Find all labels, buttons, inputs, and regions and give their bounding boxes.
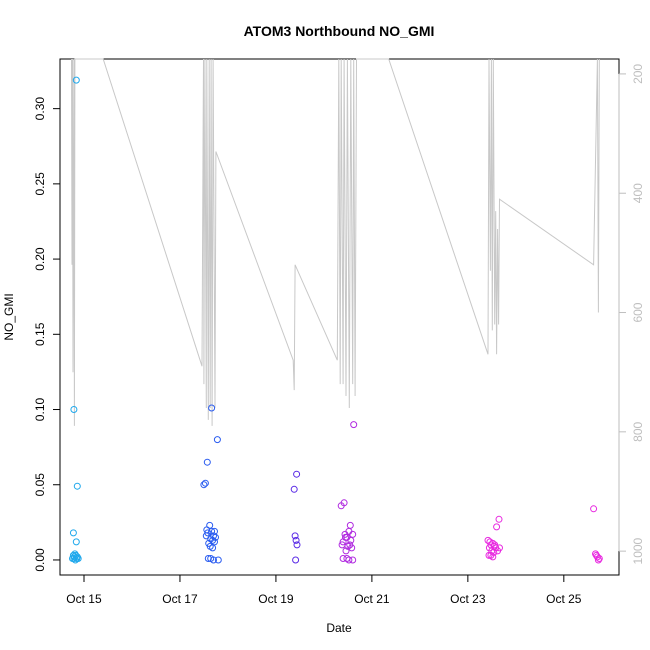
x-tick-label: Oct 21 [354, 592, 390, 606]
data-point [493, 523, 501, 531]
data-point [491, 541, 499, 549]
data-point [345, 556, 353, 564]
chart-title: ATOM3 Northbound NO_GMI [244, 23, 435, 39]
data-point [349, 556, 357, 564]
data-point [203, 458, 211, 466]
data-point [74, 555, 82, 562]
x-axis-label: Date [326, 621, 352, 635]
data-point [340, 499, 348, 507]
data-point [69, 529, 77, 537]
data-point [213, 436, 221, 444]
x-tick-label: Oct 17 [162, 592, 198, 606]
data-point [209, 536, 217, 544]
y2-tick-label: 600 [631, 302, 645, 322]
data-point [293, 470, 301, 478]
y-tick-label: 0.30 [33, 97, 47, 121]
data-point [485, 551, 493, 559]
y2-tick-label: 1000 [631, 537, 645, 564]
y-tick-label: 0.15 [33, 322, 47, 346]
x-axis: Oct 15 Oct 17 Oct 19 Oct 21 Oct 23 Oct 25 [66, 574, 582, 606]
data-point [209, 544, 217, 552]
data-point [342, 533, 349, 541]
data-point [487, 551, 495, 559]
y-tick-label: 0.05 [33, 473, 47, 497]
data-point [73, 482, 81, 490]
data-point [290, 485, 298, 493]
data-point [291, 532, 299, 540]
data-point [72, 538, 80, 546]
data-point [292, 536, 300, 544]
data-point [346, 521, 354, 529]
data-point [203, 526, 211, 534]
y-tick-label: 0.10 [33, 398, 47, 422]
data-point [292, 556, 300, 564]
data-point [342, 547, 350, 555]
y2-tick-label: 200 [631, 64, 645, 84]
data-point [349, 530, 357, 538]
data-point [489, 553, 497, 561]
data-point [204, 529, 212, 537]
data-point [214, 556, 222, 564]
data-point [70, 406, 78, 413]
altitude-line-layer [71, 58, 600, 426]
data-point [592, 551, 600, 559]
data-point [495, 515, 503, 523]
data-point [211, 538, 218, 546]
y-tick-label: 0.20 [33, 247, 47, 271]
data-point [347, 536, 355, 544]
data-point [344, 542, 352, 550]
y2-tick-label: 400 [631, 183, 645, 203]
data-point [210, 556, 217, 564]
data-point [201, 479, 209, 487]
data-point [348, 544, 356, 552]
x-tick-label: Oct 25 [546, 592, 582, 606]
y-axis-label: NO_GMI [2, 293, 16, 340]
data-point [208, 404, 216, 412]
data-point [72, 76, 80, 84]
data-point [590, 505, 598, 513]
y-tick-label: 0.25 [33, 172, 47, 196]
x-tick-label: Oct 15 [66, 592, 102, 606]
x-tick-label: Oct 23 [450, 592, 486, 606]
data-point [350, 421, 358, 429]
data-point [293, 541, 301, 549]
y2-axis: 200 400 600 800 1000 [618, 64, 645, 564]
altitude-line [71, 58, 600, 426]
y-axis: 0.00 0.05 0.10 0.15 0.20 0.25 0.30 [33, 97, 61, 572]
data-point [208, 527, 216, 535]
y-tick-label: 0.00 [33, 548, 47, 572]
data-point [594, 556, 602, 564]
data-point [200, 481, 208, 489]
x-tick-label: Oct 19 [258, 592, 294, 606]
points-layer [69, 76, 603, 564]
data-point [593, 553, 601, 561]
y2-tick-label: 800 [631, 422, 645, 442]
